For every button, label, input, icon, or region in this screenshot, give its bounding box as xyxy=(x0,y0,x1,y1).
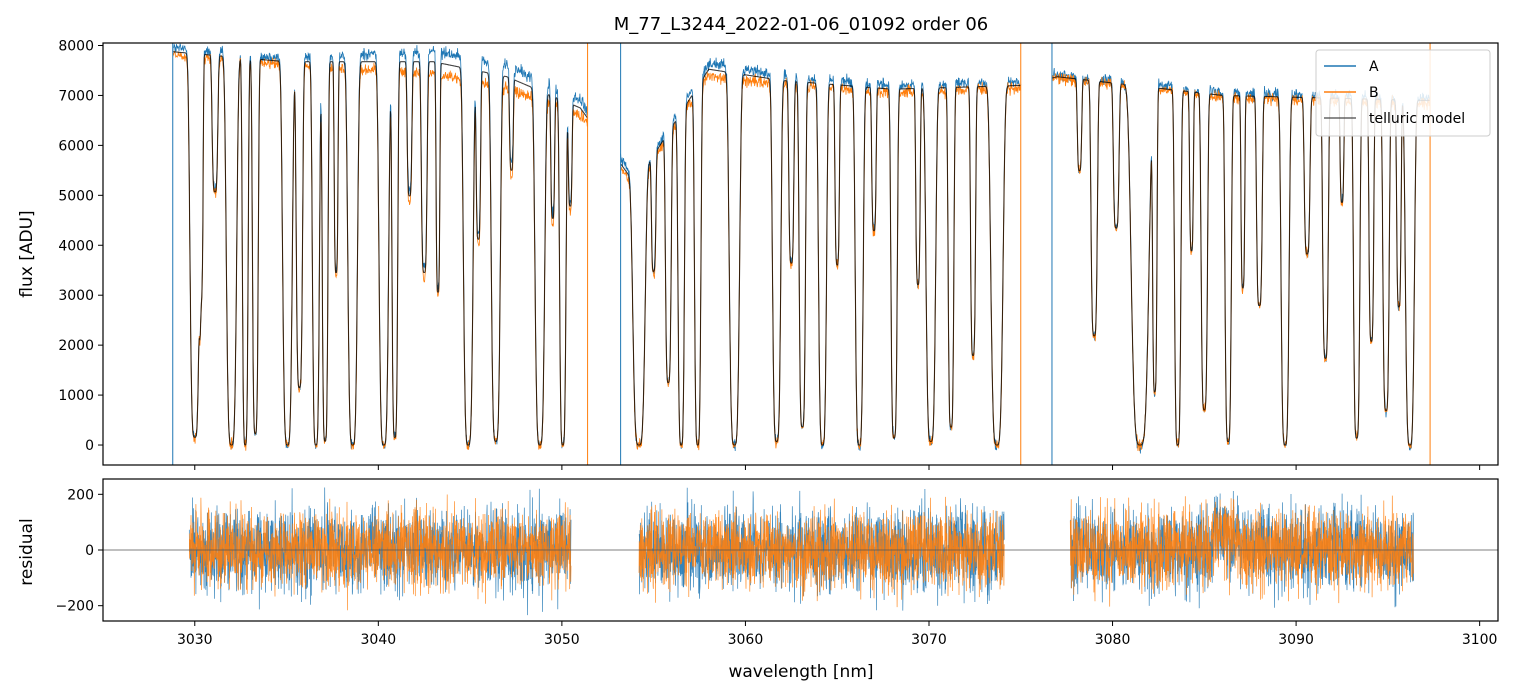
legend: A B telluric model xyxy=(1315,49,1491,137)
residual-b-line xyxy=(188,494,1414,611)
y-tick-label: 6000 xyxy=(58,138,94,154)
y-tick-label: 3000 xyxy=(58,288,94,304)
top-axes-frame xyxy=(102,42,1499,466)
y-tick-label: 0 xyxy=(85,543,94,559)
y-tick-label: 5000 xyxy=(58,188,94,204)
top-y-axis-label: flux [ADU] xyxy=(17,210,37,297)
x-tick-label: 3050 xyxy=(544,632,580,648)
bottom-y-axis-label: residual xyxy=(17,518,37,585)
y-tick-label: 7000 xyxy=(58,88,94,104)
y-tick-label: 1000 xyxy=(58,388,94,404)
y-tick-label: 200 xyxy=(67,487,94,503)
chart-title: M_77_L3244_2022-01-06_01092 order 06 xyxy=(614,14,988,35)
top-plot-lines xyxy=(172,43,1431,465)
x-tick-label: 3060 xyxy=(728,632,764,648)
bottom-plot-lines xyxy=(103,487,1498,616)
x-tick-label: 3080 xyxy=(1095,632,1131,648)
bottom-x-ticks: 3030 3040 3050 3060 3070 3080 3090 3100 xyxy=(177,621,1498,648)
y-tick-label: −200 xyxy=(56,599,94,615)
y-tick-label: 8000 xyxy=(58,38,94,54)
series-telluric-model-line xyxy=(172,51,1431,446)
x-tick-label: 3040 xyxy=(361,632,397,648)
x-tick-label: 3030 xyxy=(177,632,213,648)
y-tick-label: 0 xyxy=(85,438,94,454)
bottom-y-ticks: −200 0 200 xyxy=(56,487,103,615)
x-tick-label: 3090 xyxy=(1278,632,1314,648)
x-axis-label: wavelength [nm] xyxy=(728,662,873,682)
y-tick-label: 2000 xyxy=(58,338,94,354)
bottom-panel: −200 0 200 3030 3040 3050 3060 3070 3080 3090 310… xyxy=(17,478,1499,682)
x-tick-label: 3070 xyxy=(911,632,947,648)
y-tick-label: 4000 xyxy=(58,238,94,254)
legend-label-model: telluric model xyxy=(1369,111,1465,127)
x-tick-label: 3100 xyxy=(1462,632,1498,648)
top-panel: 0 1000 2000 3000 4000 5000 6000 7000 8000 flux [… xyxy=(17,38,1499,470)
legend-label-b: B xyxy=(1369,85,1379,101)
top-y-ticks: 0 1000 2000 3000 4000 5000 6000 7000 8000 xyxy=(58,38,103,454)
top-x-ticks xyxy=(194,465,1481,470)
legend-label-a: A xyxy=(1369,59,1379,75)
legend-box xyxy=(1315,49,1491,137)
